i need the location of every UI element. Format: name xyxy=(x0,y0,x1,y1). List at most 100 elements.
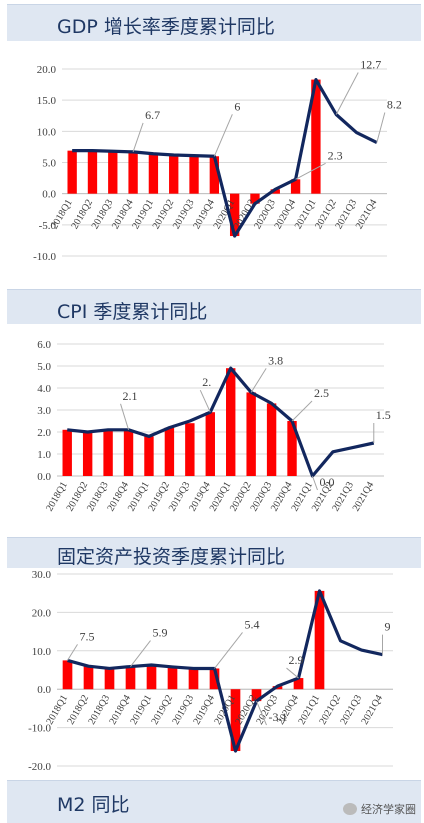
bar xyxy=(146,665,157,690)
data-label: 6 xyxy=(234,99,240,113)
y-tick-label: 0.0 xyxy=(37,471,51,483)
chart-panel-fai: 30.0 20.0 10.0 0.0 -10.0 -20.0 2018Q1 2018Q2 201… xyxy=(7,568,421,779)
annotation-leader xyxy=(67,644,78,661)
gdp-chart: 20.015.010.05.00.0-5.0-10.02018Q12018Q22… xyxy=(33,58,402,263)
annotation-leader xyxy=(291,400,313,422)
header-title: CPI 季度累计同比 xyxy=(57,301,208,323)
bar xyxy=(209,156,220,194)
header-title: 固定资产投资季度累计同比 xyxy=(57,546,286,568)
line-series xyxy=(67,366,375,478)
bar xyxy=(62,660,73,690)
y-tick-label: 20.0 xyxy=(32,607,52,619)
annotation-leader xyxy=(376,112,386,143)
y-tick-label: -10.0 xyxy=(33,251,56,263)
data-label: 1.5 xyxy=(376,408,391,422)
chart-header-cpi: CPI 季度累计同比 xyxy=(7,289,421,325)
bar xyxy=(246,392,256,476)
wechat-logo-icon xyxy=(343,803,357,815)
bar xyxy=(108,151,118,194)
bar xyxy=(205,412,215,476)
y-tick-label: 5.0 xyxy=(42,158,56,170)
data-label: 2. xyxy=(202,375,211,389)
bar xyxy=(188,668,199,690)
annotation-leader xyxy=(256,700,267,726)
bar xyxy=(189,156,199,194)
watermark-text: 经济学家圈 xyxy=(361,803,416,816)
data-label: 2.1 xyxy=(123,389,138,403)
bar xyxy=(164,427,175,476)
bar xyxy=(82,432,93,476)
y-tick-label: 1.0 xyxy=(37,449,51,461)
data-label: 9 xyxy=(385,620,391,634)
annotation-leader xyxy=(130,640,151,667)
data-label: 12.7 xyxy=(360,58,381,72)
y-tick-label: 30.0 xyxy=(32,569,52,581)
bar xyxy=(148,154,159,194)
bar xyxy=(229,193,240,237)
bar xyxy=(125,666,136,690)
data-label: 3.8 xyxy=(268,353,283,367)
y-tick-label: 10.0 xyxy=(32,646,52,658)
bar xyxy=(226,368,236,476)
y-tick-label: 3.0 xyxy=(37,405,51,417)
bar xyxy=(314,590,325,690)
bar xyxy=(250,193,260,204)
line-series xyxy=(67,589,383,753)
annotation-leader xyxy=(335,72,359,115)
annotation-leader xyxy=(213,114,233,157)
bar xyxy=(251,689,262,702)
chart-header-gdp: GDP 增长率季度累计同比 xyxy=(7,4,421,42)
fai-chart: 30.020.010.00.0-10.0-20.02018Q12018Q2201… xyxy=(28,569,393,773)
annotation-leader xyxy=(311,475,318,491)
annotation-leader xyxy=(295,162,326,180)
data-label: 8.2 xyxy=(387,98,402,112)
bar xyxy=(266,403,277,476)
bar xyxy=(287,421,297,476)
bar xyxy=(87,151,98,194)
annotation-leader xyxy=(250,368,267,393)
bar xyxy=(67,150,77,194)
bar xyxy=(293,678,304,690)
annotation-leader xyxy=(214,632,243,669)
bar xyxy=(169,155,179,194)
y-tick-label: 0.0 xyxy=(42,189,56,201)
annotation-leader xyxy=(286,667,299,679)
bar xyxy=(167,666,178,690)
cpi-chart: 6.05.04.03.02.01.00.02018Q12018Q22018Q32… xyxy=(37,339,391,513)
bar xyxy=(83,666,94,690)
y-tick-label: -10.0 xyxy=(28,723,51,735)
annotation-leader xyxy=(199,389,211,413)
y-tick-label: 10.0 xyxy=(37,126,57,138)
bar xyxy=(123,429,134,476)
bar xyxy=(185,423,195,476)
y-tick-label: 20.0 xyxy=(37,64,57,76)
bar xyxy=(209,668,220,690)
annotation-leader xyxy=(132,122,144,153)
data-label: 2.5 xyxy=(314,386,329,400)
bar xyxy=(103,429,113,476)
watermark: 经济学家圈 xyxy=(343,801,416,817)
data-label: 5.4 xyxy=(245,617,260,631)
bar xyxy=(311,79,321,194)
bar xyxy=(230,689,241,752)
data-label: 0.0 xyxy=(319,475,334,489)
data-label: 2.3 xyxy=(328,148,343,162)
data-label: 6.7 xyxy=(145,108,160,122)
y-tick-label: 5.0 xyxy=(37,361,51,373)
y-tick-label: -5.0 xyxy=(39,220,57,232)
data-label: 2.9 xyxy=(289,653,304,667)
y-tick-label: 4.0 xyxy=(37,383,51,395)
chart-panel-cpi: 6.0 5.0 4.0 3.0 2.0 1.0 0.0 2018Q1 2018Q2 2018Q3 2… xyxy=(7,324,421,536)
bar xyxy=(62,429,72,476)
data-label: -3.1 xyxy=(269,710,288,724)
line-series xyxy=(72,77,378,238)
y-tick-label: 2.0 xyxy=(37,427,51,439)
chart-header-fai: 固定资产投资季度累计同比 xyxy=(7,537,421,569)
data-label: 7.5 xyxy=(80,629,95,643)
y-tick-label: 0.0 xyxy=(37,684,51,696)
annotation-leader xyxy=(120,403,130,430)
y-tick-label: 15.0 xyxy=(37,95,57,107)
bar xyxy=(104,668,115,690)
y-tick-label: 6.0 xyxy=(37,339,51,351)
x-tick-label: 2021Q4 xyxy=(359,693,385,726)
